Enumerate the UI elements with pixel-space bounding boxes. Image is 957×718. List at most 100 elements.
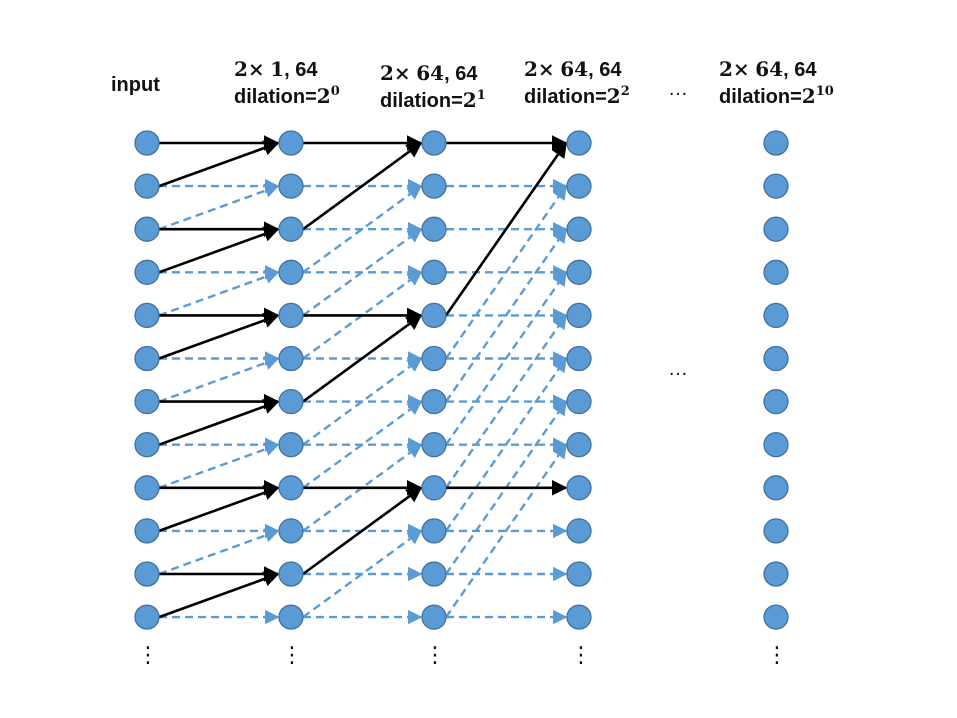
node-col3-row5 [421,302,447,329]
input-label: input [111,74,160,96]
layer2-filter-line: 2× 64, 64 [380,60,486,87]
last-layer-times: 2× [719,57,750,81]
node-col5-row4 [763,259,789,285]
node-col3-row11 [421,561,447,587]
inactive-edge-l2-from-5-to-3 [302,271,423,360]
node-col2-row10 [278,518,304,544]
node-col1-row11 [134,561,160,587]
top-ellipsis: … [668,78,688,100]
node-col5-row1 [763,130,789,156]
inactive-edge-l1-from-8-to-7 [158,442,280,489]
node-col5-row7 [763,388,789,415]
node-col5-row12 [763,604,789,630]
node-col2-row3 [278,216,304,242]
inactive-edge-l2-from-4-to-2 [302,228,423,317]
layer3-dilation-exp: 2 [620,84,630,99]
node-col2-row11 [278,561,304,587]
layer1-dilation-line: dilation=20 [234,83,340,110]
layer3-dilation-prefix: dilation= [524,86,607,108]
node-col4-row4 [566,259,592,285]
node-col2-row9 [278,475,304,501]
node-col5-row10 [763,518,789,544]
active-edge-l1-from-5-to-4 [158,312,280,360]
layer2-in-channels: 64 [416,61,445,85]
inactive-edge-l2-from-7-to-5 [302,357,423,446]
layer1-header: 2× 1, 64 dilation=20 [234,56,340,110]
layer3-header: 2× 64, 64 dilation=22 [524,56,630,110]
node-col1-row5 [134,302,160,329]
node-col3-row3 [421,216,447,242]
node-col1-row12 [134,604,160,630]
last-layer-dilation-exp: 10 [815,84,834,99]
last-layer-dilation-line: dilation=210 [719,83,834,110]
node-col2-row7 [278,388,304,415]
inactive-edge-l2-from-9-to-7 [302,443,423,532]
node-col2-row4 [278,259,304,285]
active-edge-l1-from-7-to-6 [158,399,280,446]
layer2-dilation-line: dilation=21 [380,87,486,114]
node-col5-row2 [763,173,789,199]
node-col4-row1 [566,130,592,156]
layer1-dilation-exp: 0 [330,84,340,99]
layer1-out-channels: , 64 [284,59,318,81]
node-col1-row10 [134,518,160,544]
node-col4-row10 [566,518,592,544]
nodes [134,130,789,630]
node-col3-row1 [421,130,447,156]
node-col5-row5 [763,302,789,329]
layer1-dilation-prefix: dilation= [234,86,317,108]
layer3-out-channels: , 64 [588,59,622,81]
last-layer-dilation-prefix: dilation= [719,86,802,108]
node-col5-row11 [763,561,789,587]
active-edge-l2-from-6-to-4 [302,314,423,403]
node-col4-row9 [566,475,592,501]
node-col1-row8 [134,432,160,458]
layer1-filter-line: 2× 1, 64 [234,56,340,83]
input-header: input [111,72,160,98]
inactive-edge-l2-from-3-to-1 [302,185,423,274]
layer1-dilation-base: 2 [316,84,331,108]
vertical-ellipsis-col4: ⋮ [570,643,592,668]
node-col1-row3 [134,216,160,242]
node-col3-row9 [421,475,447,501]
node-col4-row6 [566,345,592,372]
last-layer-in-channels: 64 [755,57,784,81]
node-col1-row2 [134,173,160,199]
layer3-filter-line: 2× 64, 64 [524,56,630,83]
last-layer-dilation-base: 2 [801,84,816,108]
node-col2-row5 [278,302,304,329]
middle-ellipsis: … [668,358,688,380]
inactive-edge-l2-from-8-to-6 [302,400,423,489]
layer2-out-channels: , 64 [444,63,478,85]
node-col3-row8 [421,432,447,458]
layer3-dilation-line: dilation=22 [524,83,630,110]
inactive-edge-l1-from-10-to-9 [158,528,280,576]
node-col2-row8 [278,432,304,458]
inactive-edge-l1-from-4-to-3 [158,269,280,317]
vertical-ellipsis-col1: ⋮ [137,643,159,668]
node-col4-row8 [566,432,592,458]
node-col3-row6 [421,345,447,372]
node-col3-row4 [421,259,447,285]
active-edge-l1-from-1-to-0 [158,140,280,188]
active-edge-l1-from-3-to-2 [158,226,280,274]
node-col4-row7 [566,388,592,415]
layer2-dilation-exp: 1 [476,88,486,103]
layer2-dilation-prefix: dilation= [380,90,463,112]
last-layer-out-channels: , 64 [783,59,817,81]
last-layer-filter-line: 2× 64, 64 [719,56,834,83]
node-col5-row6 [763,345,789,372]
layer2-dilation-base: 2 [462,88,477,112]
node-col3-row7 [421,388,447,415]
layer2-times: 2× [380,61,411,85]
node-col4-row2 [566,173,592,199]
node-col4-row3 [566,216,592,242]
vertical-ellipsis-col3: ⋮ [424,643,446,668]
active-edge-l1-from-11-to-10 [158,571,280,619]
inactive-edge-l1-from-2-to-1 [158,183,280,231]
node-col5-row9 [763,475,789,501]
layer3-times: 2× [524,57,555,81]
inactive-edge-l2-from-11-to-9 [302,529,423,619]
node-col2-row12 [278,604,304,630]
